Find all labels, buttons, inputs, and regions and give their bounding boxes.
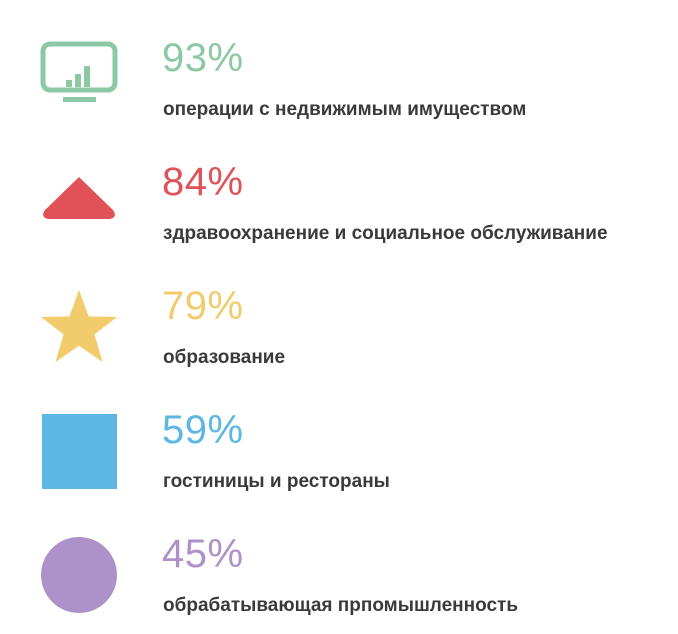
stat-item-hospitality: 59% гостиницы и рестораны — [0, 400, 678, 510]
stat-percent: 84% — [162, 160, 244, 204]
stat-item-education: 79% образование — [0, 276, 678, 386]
stat-item-healthcare: 84% здравоохранение и социальное обслужи… — [0, 152, 678, 262]
stat-percent: 59% — [162, 408, 244, 452]
stat-item-real-estate: 93% операции с недвижимым имуществом — [0, 28, 678, 138]
stat-item-manufacturing: 45% обрабатывающая прпомышленность — [0, 524, 678, 634]
stat-percent: 45% — [162, 532, 244, 576]
star-icon — [41, 290, 117, 362]
stat-label: операции с недвижимым имуществом — [163, 99, 527, 120]
monitor-chart-icon — [40, 41, 118, 102]
stat-label: здравоохранение и социальное обслуживани… — [163, 223, 608, 244]
stat-label: гостиницы и рестораны — [163, 471, 390, 492]
square-icon — [42, 414, 117, 489]
stat-label: обрабатывающая прпомышленность — [163, 595, 519, 616]
stat-percent: 79% — [162, 284, 244, 328]
circle-icon — [41, 537, 117, 613]
triangle-icon — [43, 177, 115, 219]
stat-percent: 93% — [162, 36, 244, 80]
stat-label: образование — [163, 347, 286, 368]
